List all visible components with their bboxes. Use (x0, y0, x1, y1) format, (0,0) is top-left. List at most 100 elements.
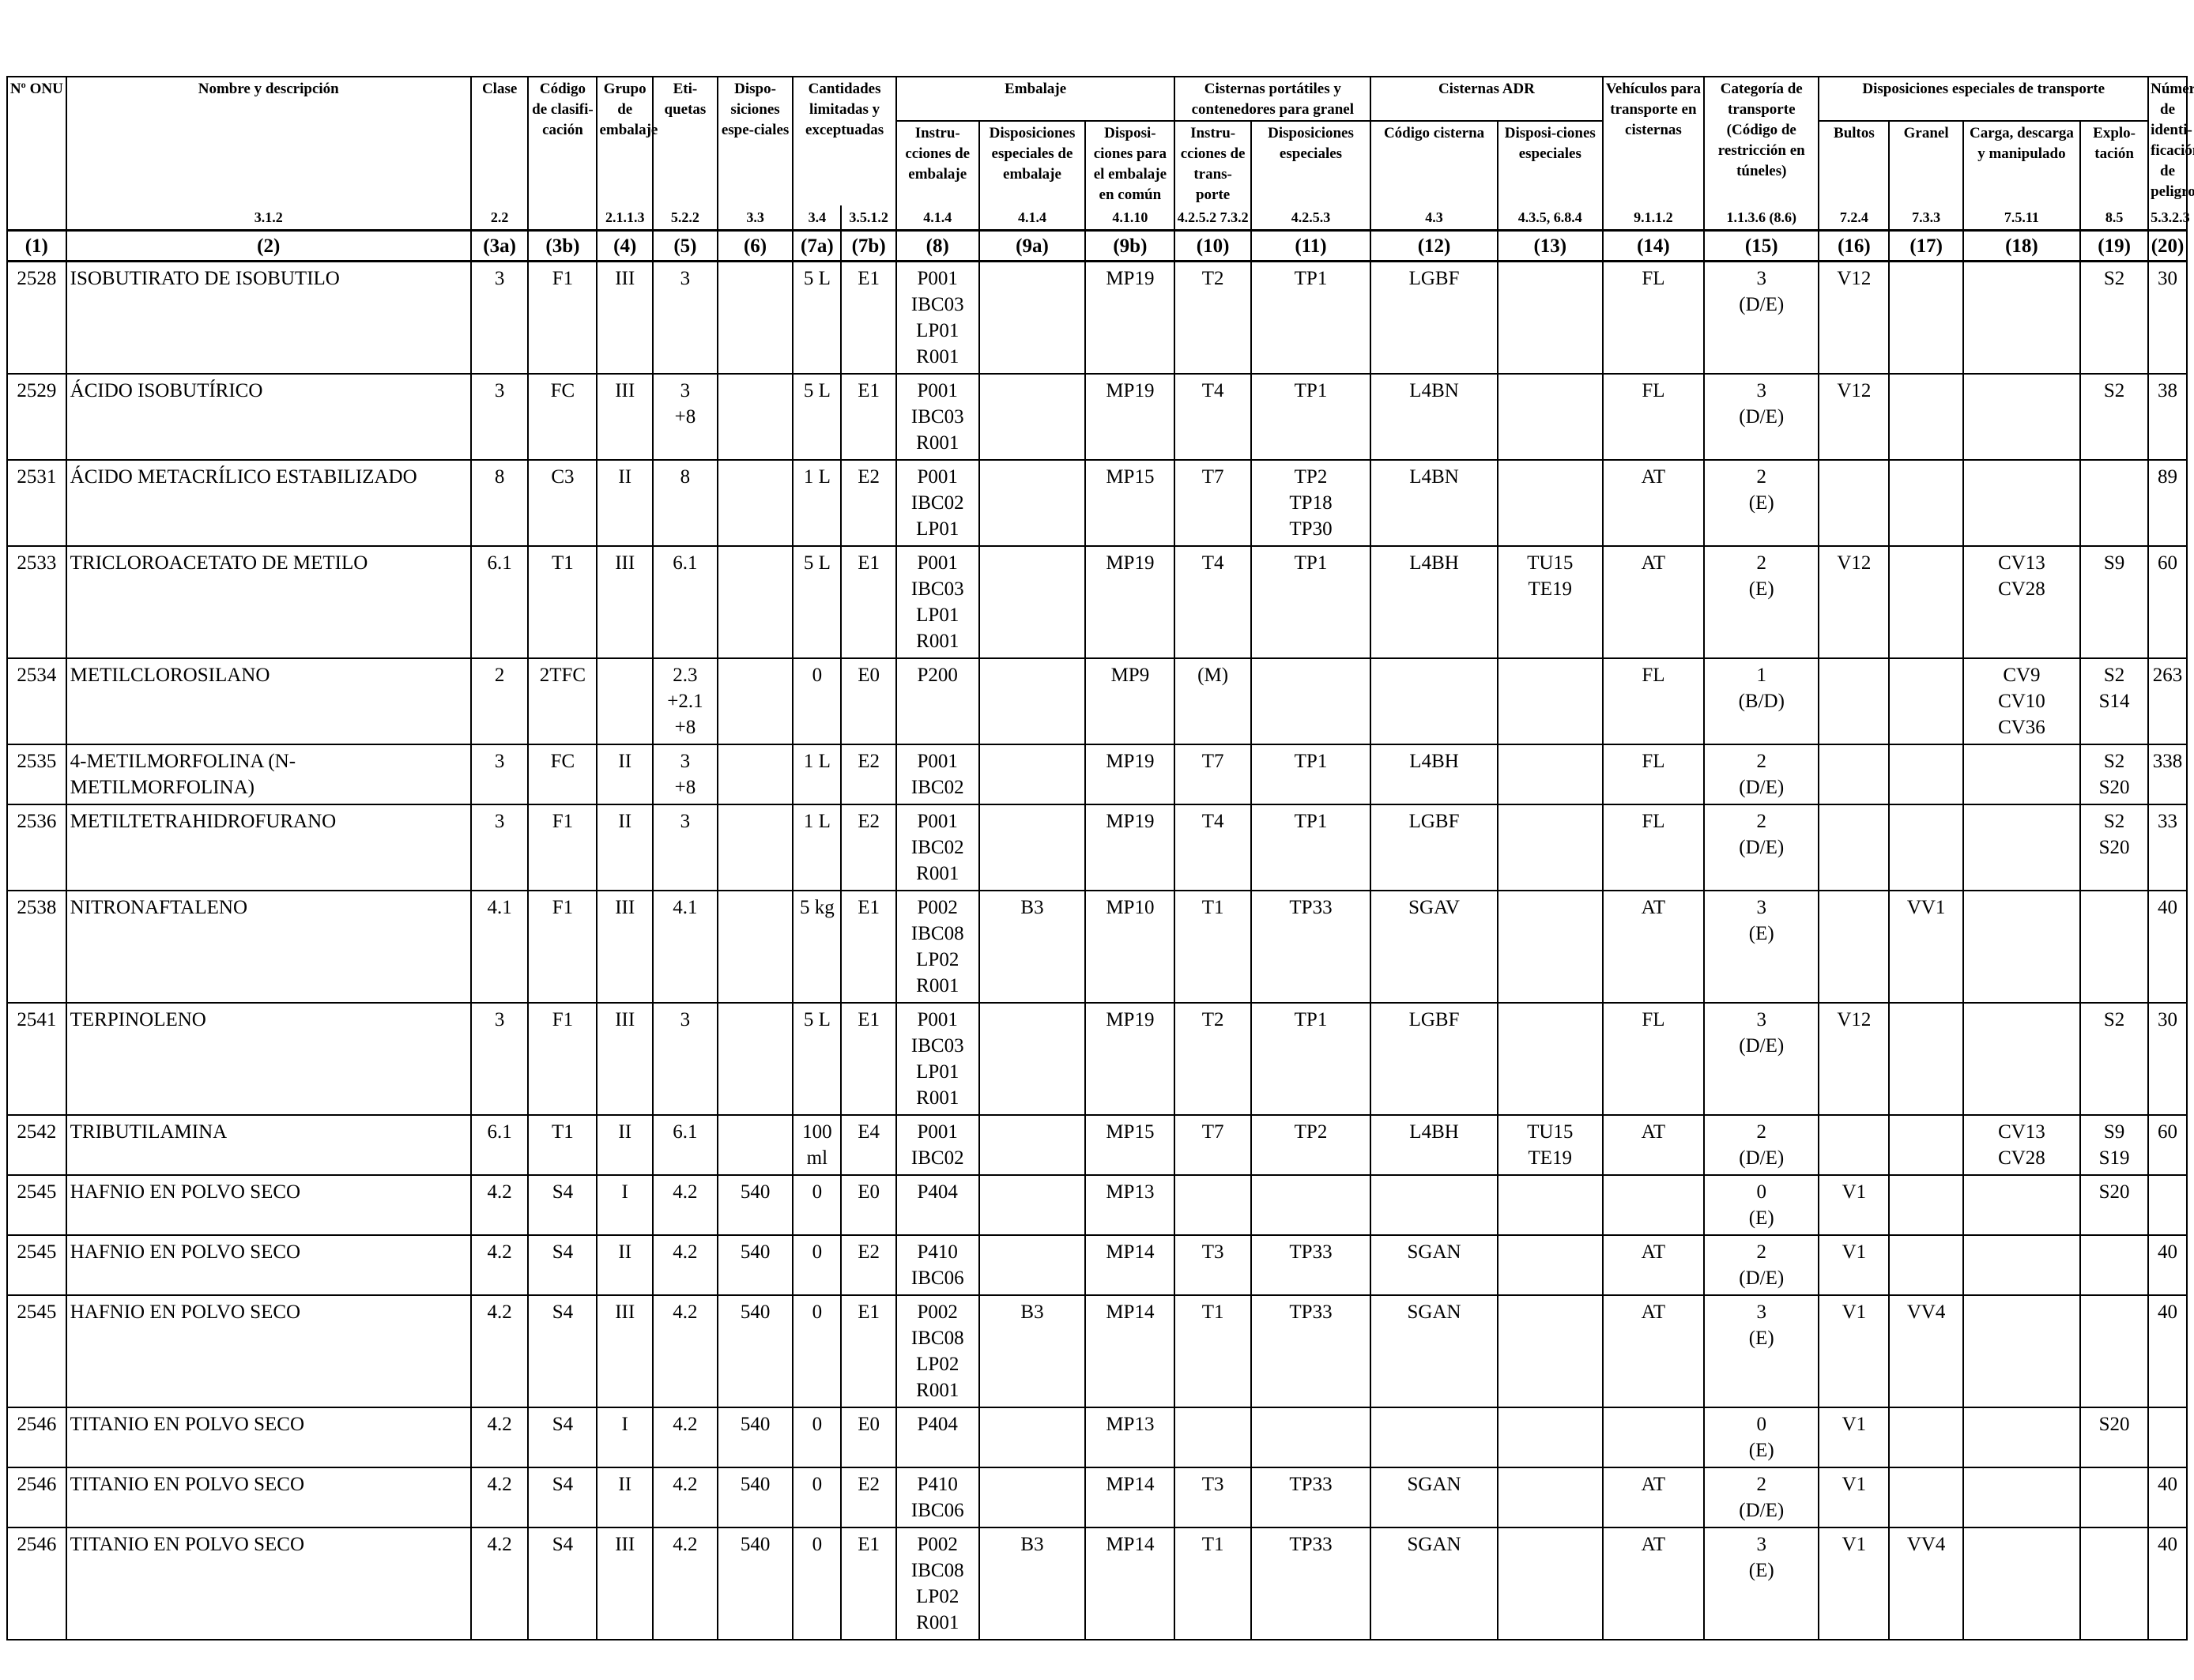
col-cisternas-port-header: Cisternas portátiles y contenedores para… (1174, 76, 1372, 122)
table-row: 2529 ÁCIDO ISOBUTÍRICO 3 FC III 3 +8 5 L E1 P001 I… (6, 373, 2188, 461)
substance-name-cell: HAFNIO EN POLVO SECO (65, 1234, 472, 1296)
table-cell: 2 (D/E) (1703, 1467, 1820, 1528)
table-cell: FC (527, 744, 598, 805)
table-cell: II (596, 1234, 654, 1296)
col-explotacion-header: Explo-tación (2079, 120, 2150, 205)
table-cell: TP33 (1250, 890, 1372, 1004)
table-cell: S4 (527, 1234, 598, 1296)
col-embalaje-header: Embalaje (895, 76, 1176, 122)
col-emb-comun-header: Disposi-ciones para el embalaje en común (1084, 120, 1176, 205)
table-cell: V1 (1818, 1174, 1891, 1236)
section-ref: 2.1.1.3 (596, 205, 654, 232)
table-cell: III (596, 545, 654, 659)
un-number-cell: 2531 (6, 459, 67, 547)
table-cell (1496, 1234, 1604, 1296)
substance-name-cell: HAFNIO EN POLVO SECO (65, 1294, 472, 1408)
table-cell: E1 (840, 260, 897, 375)
column-number: (7b) (840, 229, 897, 262)
table-cell: 3 (469, 260, 530, 375)
column-number: (5) (651, 229, 718, 262)
table-cell (978, 744, 1087, 805)
table-cell: S20 (2079, 1174, 2150, 1236)
table-cell (1888, 260, 1964, 375)
table-cell (978, 260, 1087, 375)
table-cell: E1 (840, 1527, 897, 1640)
table-cell: MP15 (1084, 459, 1176, 547)
table-cell: V1 (1818, 1527, 1891, 1640)
col-bultos-header: Bultos (1818, 120, 1891, 205)
table-cell (716, 1002, 794, 1116)
table-cell (978, 459, 1087, 547)
table-cell: 4.1 (469, 890, 530, 1004)
table-cell: T3 (1174, 1234, 1252, 1296)
table-cell (1818, 804, 1891, 891)
table-cell (1962, 1407, 2082, 1468)
table-cell: VV4 (1888, 1527, 1964, 1640)
section-ref: 4.1.4 (895, 205, 980, 232)
table-cell: VV4 (1888, 1294, 1964, 1408)
section-ref: 3.5.1.2 (840, 205, 897, 232)
table-cell (1496, 890, 1604, 1004)
un-number-cell: 2541 (6, 1002, 67, 1116)
table-cell (1496, 1467, 1604, 1528)
table-cell: S2 (2079, 1002, 2150, 1116)
column-number: (12) (1370, 229, 1498, 262)
table-cell (1496, 744, 1604, 805)
table-cell (1496, 1294, 1604, 1408)
table-cell: 3 (651, 260, 718, 375)
table-cell: TU15 TE19 (1496, 545, 1604, 659)
table-cell (2079, 1467, 2150, 1528)
table-cell: 4.2 (651, 1174, 718, 1236)
table-cell: MP19 (1084, 545, 1176, 659)
table-cell: P001 IBC03 LP01 R001 (895, 545, 980, 659)
column-number: (3b) (527, 229, 598, 262)
table-cell: 4.2 (651, 1467, 718, 1528)
table-cell (716, 459, 794, 547)
table-cell: 89 (2147, 459, 2188, 547)
table-cell (978, 1234, 1087, 1296)
table-cell (1888, 1234, 1964, 1296)
table-cell (1370, 657, 1498, 745)
section-ref: 7.5.11 (1962, 205, 2082, 232)
table-cell (1888, 1114, 1964, 1176)
un-number-cell: 2535 (6, 744, 67, 805)
table-cell: 4.2 (469, 1467, 530, 1528)
table-cell: P404 (895, 1407, 980, 1468)
table-cell: TP33 (1250, 1527, 1372, 1640)
table-cell (978, 1467, 1087, 1528)
col-granel-header: Granel (1888, 120, 1964, 205)
table-cell (978, 1174, 1087, 1236)
un-number-cell: 2538 (6, 890, 67, 1004)
table-cell: P001 IBC03 R001 (895, 373, 980, 461)
column-number: (13) (1496, 229, 1604, 262)
table-cell (978, 1002, 1087, 1116)
table-cell: FL (1601, 744, 1706, 805)
table-cell (2079, 1294, 2150, 1408)
column-number: (17) (1888, 229, 1964, 262)
table-cell: S4 (527, 1407, 598, 1468)
section-ref: 3.4 (792, 205, 843, 232)
section-ref: 3.1.2 (65, 205, 472, 232)
col-codigo-header: Código de clasifi-cación (527, 76, 598, 205)
table-cell: V12 (1818, 1002, 1891, 1116)
section-ref: 1.1.3.6 (8.6) (1703, 205, 1820, 232)
table-cell: T1 (527, 545, 598, 659)
table-cell: P001 IBC02 LP01 (895, 459, 980, 547)
section-ref: 9.1.1.2 (1601, 205, 1706, 232)
table-cell: TU15 TE19 (1496, 1114, 1604, 1176)
table-cell (1601, 1407, 1706, 1468)
table-cell: 1 L (792, 459, 843, 547)
table-cell: 3 (651, 804, 718, 891)
table-cell: MP19 (1084, 744, 1176, 805)
table-cell (1888, 804, 1964, 891)
table-cell: 540 (716, 1407, 794, 1468)
table-cell: 4.2 (469, 1174, 530, 1236)
col-emb-instr-header: Instru-cciones de embalaje (895, 120, 980, 205)
table-row: 2542 TRIBUTILAMINA 6.1 T1 II 6.1 100 ml E4 P001 IB… (6, 1114, 2188, 1176)
table-cell: E2 (840, 1234, 897, 1296)
table-cell: 4.2 (651, 1294, 718, 1408)
table-cell: 0 (E) (1703, 1174, 1820, 1236)
table-cell: TP1 (1250, 744, 1372, 805)
table-cell: MP14 (1084, 1467, 1176, 1528)
table-cell: 100 ml (792, 1114, 843, 1176)
